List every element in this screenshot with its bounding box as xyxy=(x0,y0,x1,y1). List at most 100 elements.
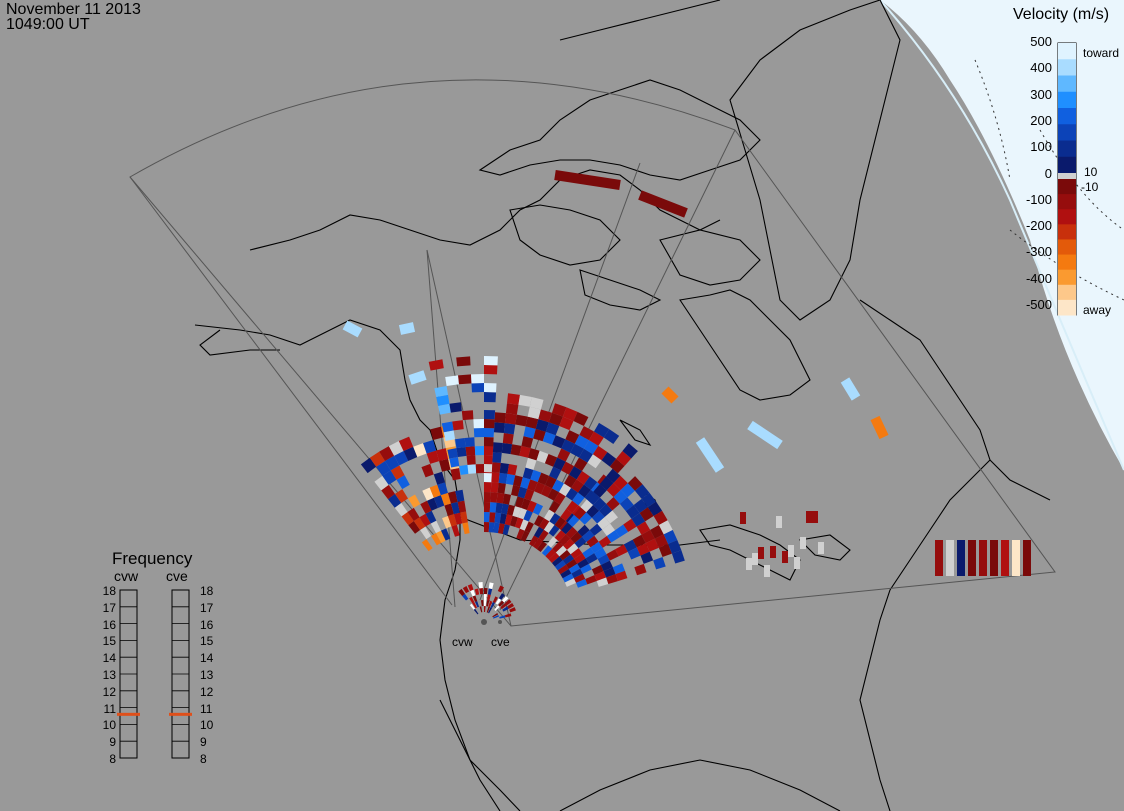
scatter-cell xyxy=(619,497,634,512)
scatter-cell xyxy=(456,446,467,458)
scatter-cell xyxy=(442,515,452,529)
scatter-cell xyxy=(593,497,607,511)
scatter-band xyxy=(342,320,363,338)
scatter-cell xyxy=(495,502,503,514)
scatter-cell xyxy=(555,545,568,557)
scatter-cell xyxy=(408,494,421,508)
scatter-cell xyxy=(492,596,498,603)
scatter-cell xyxy=(636,543,650,556)
scatter-cell xyxy=(407,507,420,521)
scatter-cell xyxy=(788,545,794,557)
scatter-cell xyxy=(539,518,550,530)
scatter-cell xyxy=(394,489,409,503)
scatter-cell xyxy=(553,457,566,471)
scatter-cell xyxy=(560,569,572,579)
freq-radar-label-cvw: cvw xyxy=(114,568,139,584)
colorbar-cell xyxy=(1058,75,1076,93)
scatter-cell xyxy=(514,517,524,529)
scatter-cell xyxy=(484,437,494,447)
scatter-cell xyxy=(583,476,598,490)
colorbar-cell xyxy=(1058,194,1076,210)
scatter-cell xyxy=(634,563,647,576)
scatter-cell xyxy=(545,475,557,489)
scatter-cell xyxy=(569,466,583,480)
scatter-cell xyxy=(489,512,496,523)
scatter-cell xyxy=(589,523,603,536)
scatter-cell xyxy=(488,600,493,608)
scatter-cell xyxy=(491,472,500,483)
scatter-cell xyxy=(408,520,421,534)
scatter-cell xyxy=(374,475,389,491)
scatter-cell xyxy=(492,452,502,463)
scatter-cell xyxy=(519,445,531,458)
scatter-cell xyxy=(484,383,497,393)
scatter-cell xyxy=(516,528,525,540)
scatter-cell xyxy=(360,457,377,474)
frequency-marker-cvw xyxy=(117,712,140,716)
scatter-cell xyxy=(632,534,646,548)
scatter-cell xyxy=(449,402,462,413)
scatter-cell xyxy=(369,451,385,467)
scatter-cell xyxy=(946,540,954,576)
scatter-cell xyxy=(613,475,628,491)
scatter-cell xyxy=(469,603,476,610)
scatter-cell xyxy=(532,503,544,516)
scatter-cell xyxy=(459,464,469,475)
scatter-cell xyxy=(456,356,471,367)
scatter-cell xyxy=(487,588,493,595)
colorbar-tick-label: -100 xyxy=(1025,191,1052,207)
scatter-cell xyxy=(384,455,400,471)
scatter-band xyxy=(747,420,783,450)
frequency-scale-label: 13 xyxy=(200,668,214,682)
scatter-cell xyxy=(524,488,535,501)
scatter-cell xyxy=(471,383,484,393)
scatter-cell xyxy=(440,528,451,541)
scatter-cell xyxy=(420,526,432,540)
scatter-cell xyxy=(562,554,575,565)
scatter-cell xyxy=(606,530,620,543)
scatter-cell xyxy=(554,492,566,505)
colorbar-cell xyxy=(1058,43,1076,60)
scatter-cell xyxy=(505,403,519,415)
scatter-cell xyxy=(631,513,646,527)
frequency-scale-label: 14 xyxy=(200,651,214,666)
site-label-cve: cve xyxy=(491,635,510,649)
scatter-cell xyxy=(388,441,404,456)
scatter-cell xyxy=(577,558,589,569)
scatter-cell xyxy=(579,425,594,441)
scatter-cell xyxy=(594,422,610,438)
scatter-cell xyxy=(564,578,577,587)
scatter-cell xyxy=(990,540,998,576)
scatter-cell xyxy=(565,526,578,539)
time-label: 1049:00 UT xyxy=(6,16,90,33)
scatter-cell xyxy=(540,484,553,498)
scatter-cell xyxy=(506,393,520,405)
colorbar-cell xyxy=(1058,224,1076,240)
scatter-cell xyxy=(529,535,539,547)
scatter-cell xyxy=(519,519,529,531)
scatter-cell xyxy=(615,524,629,538)
scatter-cell xyxy=(501,442,513,455)
scatter-cell xyxy=(548,524,560,537)
scatter-cell xyxy=(593,484,607,498)
scatter-cell xyxy=(498,600,505,607)
scatter-cell xyxy=(536,450,549,464)
scatter-cell xyxy=(582,547,595,559)
scatter-cell xyxy=(570,443,584,458)
scatter-cell xyxy=(616,451,632,466)
scatter-cell xyxy=(566,500,579,514)
scatter-cell xyxy=(498,523,505,534)
scatter-cell xyxy=(546,536,558,548)
site-label-cvw: cvw xyxy=(452,635,473,649)
scatter-cell xyxy=(565,487,579,501)
scatter-cell xyxy=(484,455,493,465)
scatter-cell xyxy=(623,539,637,552)
scatter-cell xyxy=(625,505,640,519)
scatter-cell xyxy=(758,547,764,559)
scatter-cell xyxy=(576,579,588,588)
colorbar-cell xyxy=(1058,156,1076,174)
scatter-cell xyxy=(568,563,581,574)
scatter-cell xyxy=(549,500,561,513)
scatter-cell xyxy=(573,411,589,426)
